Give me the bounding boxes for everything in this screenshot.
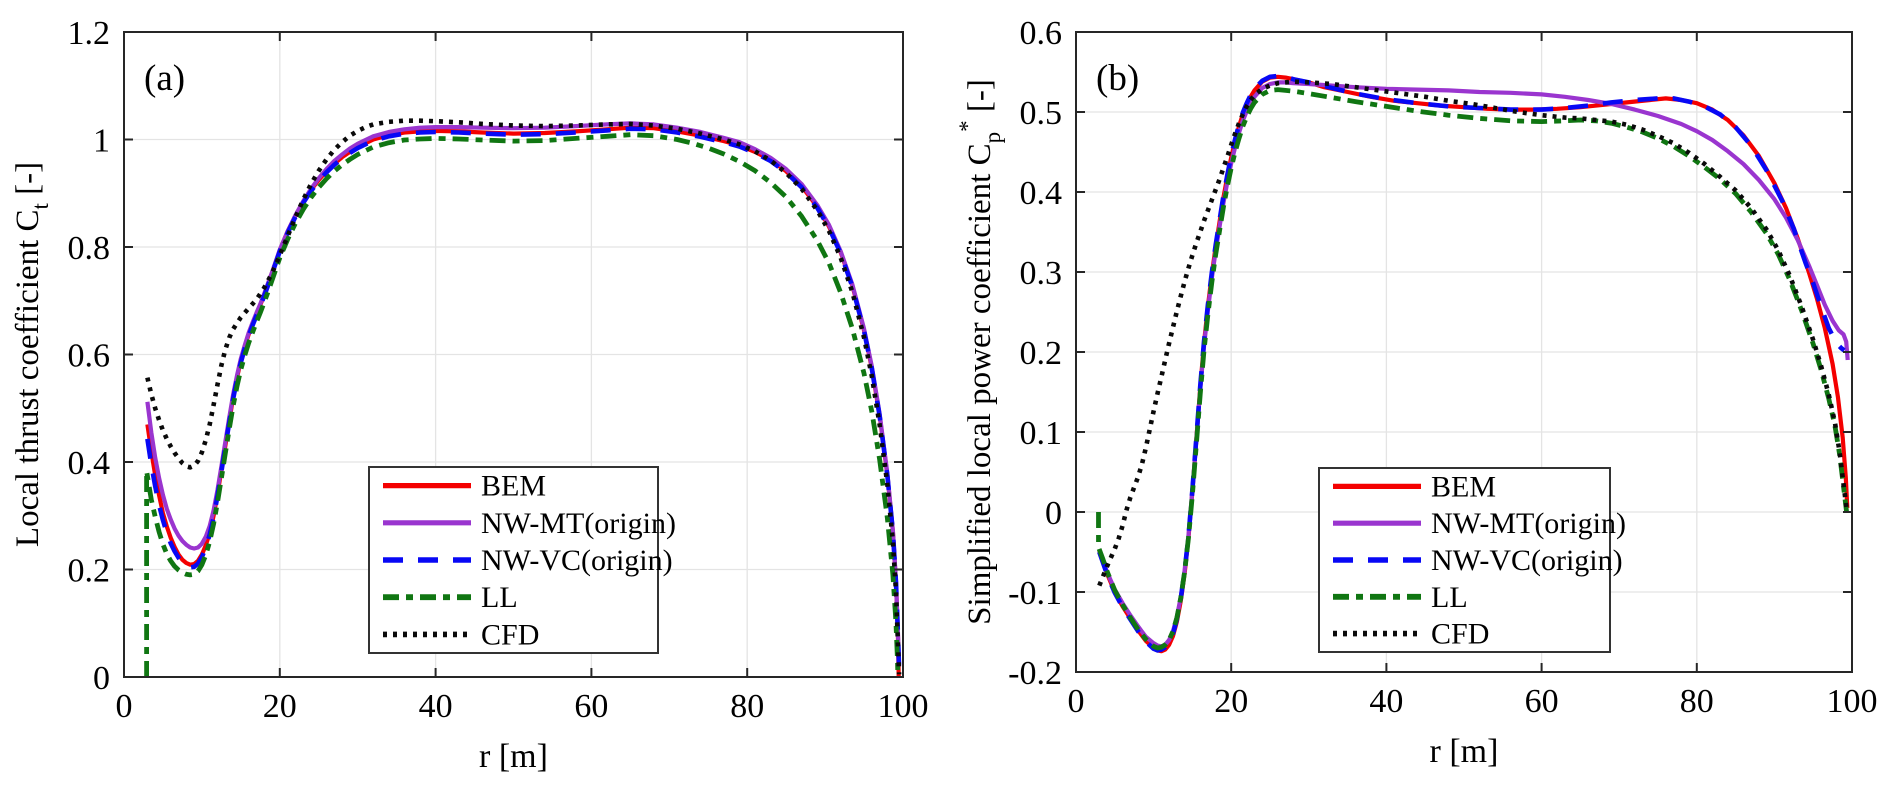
legend-item-bem: BEM xyxy=(383,470,546,503)
x-tick-label: 100 xyxy=(878,688,929,725)
legend-item-bem: BEM xyxy=(1333,470,1496,503)
legend-label: CFD xyxy=(481,618,539,651)
y-tick-label: 0 xyxy=(1045,495,1062,532)
series-line-nw-vc-origin- xyxy=(145,126,902,669)
legend-label: BEM xyxy=(1431,470,1496,503)
chart-panel-a: 0 20 40 60 80 100 0 0.2 0.4 0.6 0.8 1 1.2 r [m] Local … xyxy=(10,15,929,775)
y-tick-label: -0.2 xyxy=(1008,655,1062,692)
legend-item-cfd: CFD xyxy=(383,618,539,651)
series-line-ll xyxy=(1096,87,1849,651)
y-tick-label: 0 xyxy=(93,660,110,697)
y-tick-label: 0.5 xyxy=(1020,95,1063,132)
legend-box xyxy=(368,466,659,654)
x-tick-label: 80 xyxy=(1680,683,1714,720)
y-tick-label: 0.6 xyxy=(68,338,111,375)
legend-label: CFD xyxy=(1431,618,1489,651)
x-tick-label: 40 xyxy=(419,688,453,725)
y-tick-label: 0.3 xyxy=(1020,255,1063,292)
y-tick-label: 1 xyxy=(93,123,110,160)
legend-item-nw-mt-origin-: NW-MT(origin) xyxy=(383,507,676,540)
legend-box xyxy=(1318,467,1611,653)
y-tick-label: -0.1 xyxy=(1008,575,1062,612)
y-axis-label: Local thrust coefficient Ct [-] xyxy=(10,162,53,547)
x-tick-label: 0 xyxy=(1068,683,1085,720)
legend-label: NW-MT(origin) xyxy=(1431,507,1626,540)
legend-item-cfd: CFD xyxy=(1333,618,1489,651)
panel-label: (b) xyxy=(1096,58,1139,99)
y-tick-label: 0.4 xyxy=(1020,175,1063,212)
y-tick-label: 0.4 xyxy=(68,445,111,482)
x-tick-label: 40 xyxy=(1369,683,1403,720)
legend-item-nw-mt-origin-: NW-MT(origin) xyxy=(1333,507,1626,540)
x-tick-label: 100 xyxy=(1827,683,1878,720)
legend-label: LL xyxy=(481,581,518,614)
series-line-nw-mt-origin- xyxy=(145,121,902,667)
y-tick-label: 0.1 xyxy=(1020,415,1063,452)
x-axis-label: r [m] xyxy=(1430,733,1499,770)
series-line-nw-vc-origin- xyxy=(1097,73,1846,653)
legend-label: NW-VC(origin) xyxy=(1431,544,1623,577)
x-tick-label: 20 xyxy=(263,688,297,725)
y-tick-label: 0.2 xyxy=(1020,335,1063,372)
x-tick-label: 20 xyxy=(1214,683,1248,720)
y-tick-label: 1.2 xyxy=(68,15,111,52)
x-axis-label: r [m] xyxy=(479,738,548,775)
legend-item-nw-vc-origin-: NW-VC(origin) xyxy=(383,544,673,577)
x-tick-label: 60 xyxy=(1525,683,1559,720)
legend-label: NW-MT(origin) xyxy=(481,507,676,540)
x-tick-label: 0 xyxy=(116,688,133,725)
series-line-cfd xyxy=(1097,79,1850,587)
y-tick-label: 0.2 xyxy=(68,553,111,590)
legend-label: NW-VC(origin) xyxy=(481,544,673,577)
panel-label: (a) xyxy=(144,58,185,99)
series-line-cfd xyxy=(145,118,902,675)
legend: BEM NW-MT(origin) NW-VC(origin) LL CFD xyxy=(1318,467,1626,653)
legend-item-ll: LL xyxy=(383,581,518,614)
legend-item-ll: LL xyxy=(1333,581,1468,614)
y-axis-label: Simplified local power coefficient Cp* [… xyxy=(955,79,1005,625)
legend-label: BEM xyxy=(481,470,546,503)
legend-label: LL xyxy=(1431,581,1468,614)
y-tick-label: 0.6 xyxy=(1020,15,1063,52)
y-tick-label: 0.8 xyxy=(68,230,111,267)
series-line-ll xyxy=(144,132,901,678)
x-tick-label: 60 xyxy=(574,688,608,725)
legend: BEM NW-MT(origin) NW-VC(origin) LL CFD xyxy=(368,466,676,654)
chart-panel-b: 0 20 40 60 80 100 -0.2 -0.1 0 0.1 0.2 0.3 0.4 0.5 0.6 r… xyxy=(955,15,1878,770)
legend-item-nw-vc-origin-: NW-VC(origin) xyxy=(1333,544,1623,577)
x-tick-label: 80 xyxy=(730,688,764,725)
